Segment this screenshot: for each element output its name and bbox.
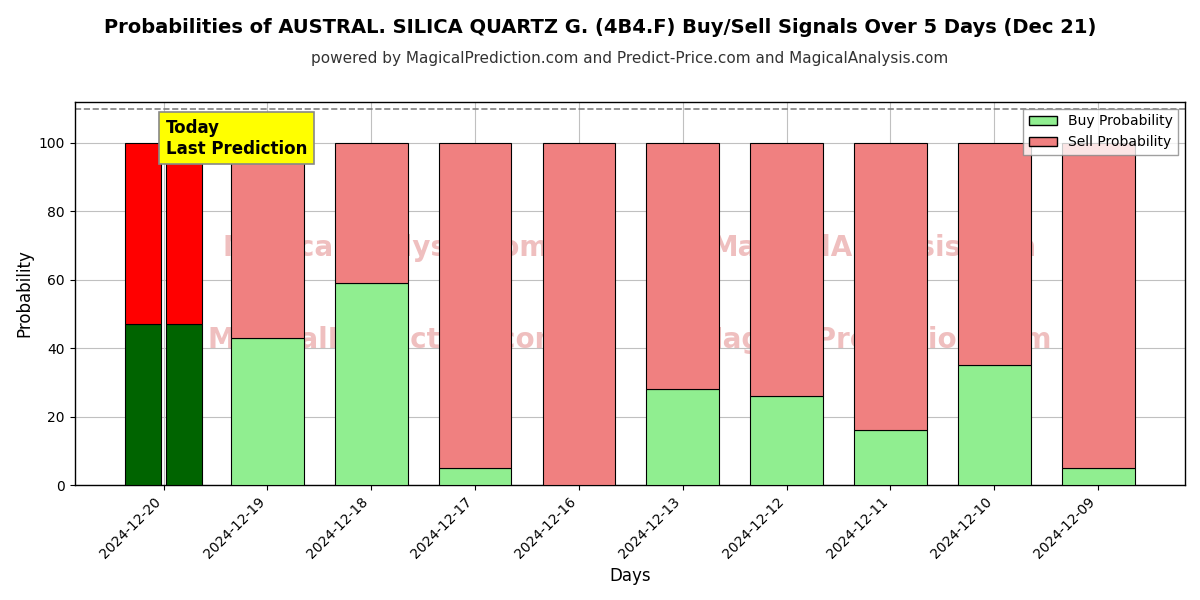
Bar (854, 430, 926, 485)
Bar (439, 143, 511, 468)
Text: MagicalPrediction.com: MagicalPrediction.com (696, 326, 1052, 353)
Bar (335, 143, 408, 283)
Bar (166, 325, 202, 485)
Bar (647, 143, 719, 389)
Bar (166, 143, 202, 325)
Bar (125, 325, 162, 485)
Bar (439, 468, 511, 485)
Bar (958, 365, 1031, 485)
Bar (335, 283, 408, 485)
Text: MagicalAnalysis.com: MagicalAnalysis.com (222, 233, 548, 262)
Text: MagicalPrediction.com: MagicalPrediction.com (208, 326, 564, 353)
Bar (1062, 468, 1134, 485)
Bar (232, 338, 304, 485)
Bar (958, 143, 1031, 365)
Bar (647, 389, 719, 485)
Text: Probabilities of AUSTRAL. SILICA QUARTZ G. (4B4.F) Buy/Sell Signals Over 5 Days : Probabilities of AUSTRAL. SILICA QUARTZ … (104, 18, 1096, 37)
X-axis label: Days: Days (610, 567, 650, 585)
Text: Today
Last Prediction: Today Last Prediction (166, 119, 307, 158)
Bar (542, 143, 616, 485)
Bar (232, 143, 304, 338)
Bar (1062, 143, 1134, 468)
Bar (854, 143, 926, 430)
Bar (750, 143, 823, 396)
Text: MagicalAnalysis.com: MagicalAnalysis.com (710, 233, 1037, 262)
Title: powered by MagicalPrediction.com and Predict-Price.com and MagicalAnalysis.com: powered by MagicalPrediction.com and Pre… (311, 51, 948, 66)
Y-axis label: Probability: Probability (16, 250, 34, 337)
Bar (750, 396, 823, 485)
Bar (125, 143, 162, 325)
Legend: Buy Probability, Sell Probability: Buy Probability, Sell Probability (1024, 109, 1178, 155)
